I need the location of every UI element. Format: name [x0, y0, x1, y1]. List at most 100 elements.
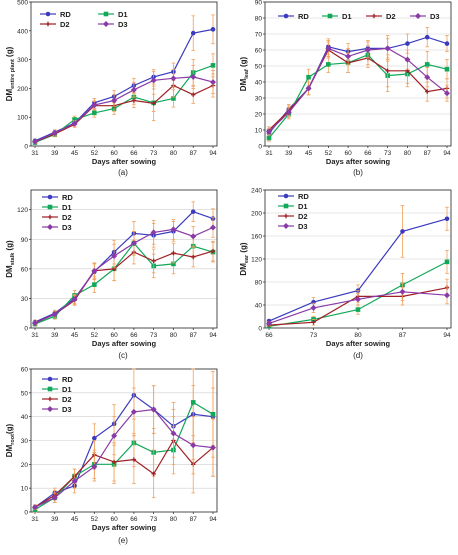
- data-point: [71, 296, 78, 303]
- x-tick-label: 39: [285, 150, 293, 157]
- series-D3: [266, 35, 450, 136]
- x-tick-label: 80: [404, 150, 412, 157]
- x-tick-label: 60: [110, 332, 118, 339]
- series-D3: [32, 217, 216, 327]
- series-RD: [32, 201, 216, 325]
- x-tick-label: 45: [71, 150, 79, 157]
- y-axis-label: DMroot(g): [5, 423, 16, 457]
- x-tick-label: 31: [31, 516, 39, 523]
- legend-item-RD: RD: [42, 193, 73, 202]
- data-point: [326, 62, 331, 67]
- x-tick-label: 94: [209, 332, 217, 339]
- data-point: [424, 74, 431, 81]
- legend-marker: [47, 376, 53, 382]
- legend-marker: [47, 386, 53, 392]
- data-point: [92, 282, 97, 287]
- x-tick-label: 52: [325, 150, 333, 157]
- y-tick-label: 70: [255, 32, 263, 39]
- x-tick-label: 87: [190, 516, 198, 523]
- y-tick-label: 200: [251, 211, 262, 218]
- data-point: [150, 77, 157, 84]
- legend-item-RD: RD: [278, 12, 309, 21]
- data-point: [131, 98, 137, 103]
- y-tick-label: 40: [21, 414, 29, 421]
- y-tick-label: 80: [255, 16, 263, 23]
- x-tick-label: 31: [265, 150, 273, 157]
- data-point: [151, 101, 156, 106]
- data-point: [345, 53, 352, 60]
- y-tick-label: 160: [251, 234, 262, 241]
- x-tick-label: 94: [209, 150, 217, 157]
- x-tick-label: 80: [354, 332, 362, 339]
- data-point: [210, 411, 216, 417]
- y-tick-label: 20: [21, 462, 29, 469]
- data-point: [91, 463, 98, 470]
- data-point: [210, 444, 216, 451]
- data-point: [72, 117, 77, 122]
- y-axis-label-sub: stalk: [10, 252, 16, 265]
- series-D2: [32, 73, 216, 145]
- data-point: [111, 459, 117, 465]
- panel-d: 0 40 80 120 160 200 240 66 73 80 87 94 Days after so…: [239, 188, 452, 360]
- data-point: [399, 288, 406, 295]
- x-tick-label: 80: [170, 332, 178, 339]
- legend-marker: [283, 223, 289, 229]
- y-tick-label: 80: [255, 280, 263, 287]
- data-point: [305, 85, 312, 92]
- x-tick-label: 66: [130, 516, 138, 523]
- y-axis-label-unit: (g): [5, 423, 14, 434]
- x-tick-label: 60: [110, 516, 118, 523]
- legend-label: RD: [298, 192, 309, 201]
- y-axis-label-main: DM: [5, 265, 14, 278]
- x-tick-label: 73: [384, 150, 392, 157]
- legend-item-D2: D2: [366, 12, 396, 21]
- data-point: [210, 248, 216, 254]
- legend-label: D2: [386, 12, 396, 21]
- y-axis-label-main: DM: [5, 444, 14, 457]
- series-line: [268, 54, 448, 139]
- legend-item-D3: D3: [410, 12, 440, 21]
- legend-label: RD: [62, 375, 73, 384]
- data-point: [151, 471, 156, 477]
- y-axis-label-sub: entire plant: [10, 59, 16, 89]
- legend-marker: [47, 224, 53, 230]
- data-point: [150, 406, 157, 413]
- panel-caption: (d): [353, 351, 363, 360]
- legend-marker: [371, 13, 377, 19]
- y-axis-label-sub: root: [10, 434, 16, 445]
- y-axis-label-sub: ear: [244, 254, 250, 263]
- y-axis-label-sub: leaf: [244, 69, 250, 79]
- data-point: [130, 408, 137, 415]
- data-point: [92, 435, 97, 441]
- y-tick-label: 90: [255, 0, 263, 7]
- data-point: [190, 73, 197, 80]
- y-tick-label: 20: [255, 112, 263, 119]
- series-line: [34, 439, 214, 508]
- x-tick-label: 31: [31, 332, 39, 339]
- legend-label: D1: [118, 10, 128, 19]
- legend-label: D2: [62, 213, 72, 222]
- y-tick-label: 50: [255, 64, 263, 71]
- data-point: [444, 292, 450, 299]
- data-point: [190, 209, 196, 214]
- data-point: [150, 229, 157, 236]
- y-axis-label: DMstalk (g): [5, 240, 16, 278]
- x-tick-label: 66: [130, 332, 138, 339]
- data-point: [71, 120, 78, 127]
- legend-marker: [47, 406, 53, 412]
- data-point: [111, 253, 118, 260]
- series-line: [34, 226, 214, 324]
- y-tick-label: 0: [24, 510, 28, 517]
- x-tick-label: 80: [170, 516, 178, 523]
- legend-label: D1: [62, 385, 72, 394]
- legend-marker: [283, 193, 289, 199]
- y-tick-label: 30: [21, 438, 29, 445]
- y-tick-label: 40: [255, 303, 263, 310]
- data-point: [425, 89, 430, 94]
- legend-item-D2: D2: [278, 212, 308, 221]
- legend-marker: [283, 213, 289, 219]
- panel-a: 0 100 200 300 400 500 31 39 45 52 60 66 73 80 87 94 Days…: [5, 0, 218, 177]
- data-point: [92, 110, 97, 116]
- x-tick-label: 80: [170, 150, 178, 157]
- legend-label: D3: [62, 223, 72, 232]
